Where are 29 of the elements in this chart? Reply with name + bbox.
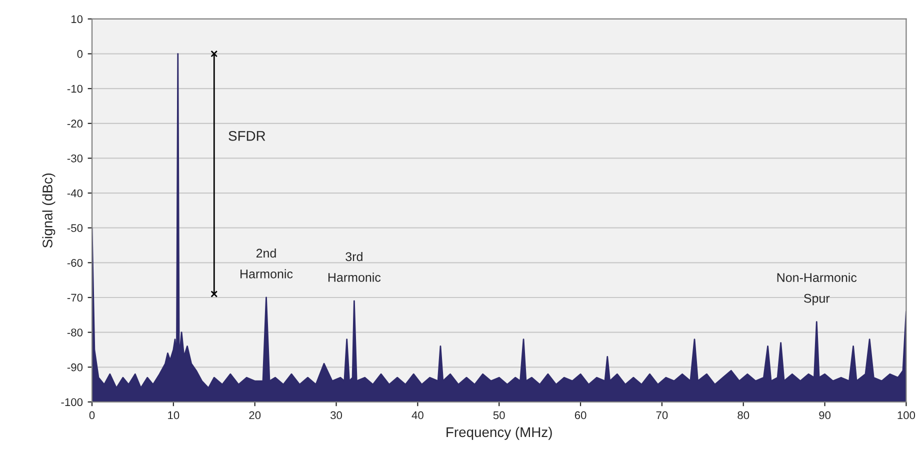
annotation: 2nd Harmonic [240, 248, 293, 278]
x-tick-label: 70 [656, 411, 668, 420]
y-tick-label: -90 [67, 363, 83, 372]
y-tick-label: -80 [67, 328, 83, 336]
x-tick-label: 30 [330, 411, 342, 420]
y-tick-label: -30 [67, 154, 83, 162]
y-tick-label: -50 [67, 224, 83, 232]
x-tick-label: 80 [738, 411, 750, 420]
x-tick-label: 40 [412, 411, 424, 420]
x-tick-label: 100 [898, 411, 916, 420]
x-tick-label: 90 [819, 411, 831, 420]
x-tick-label: 0 [89, 411, 95, 420]
y-tick-label: 10 [71, 15, 83, 24]
x-tick-label: 60 [574, 411, 586, 420]
x-tick-label: 10 [168, 411, 180, 420]
y-tick-label: -10 [67, 84, 83, 93]
y-axis-title: Signal (dBc) [42, 173, 56, 248]
y-tick-label: -40 [67, 189, 83, 198]
annotation: SFDR [228, 131, 266, 141]
x-axis-title: Frequency (MHz) [446, 426, 552, 440]
x-tick-label: 50 [493, 411, 505, 420]
y-tick-label: -60 [67, 258, 83, 267]
annotation: 3rd Harmonic [328, 252, 381, 282]
y-tick-label: -70 [67, 294, 83, 302]
y-tick-label: -100 [61, 398, 83, 406]
y-tick-label: 0 [77, 50, 83, 58]
annotation: Non-Harmonic Spur [777, 272, 857, 306]
x-tick-label: 20 [249, 411, 261, 420]
y-tick-label: -20 [67, 120, 83, 128]
